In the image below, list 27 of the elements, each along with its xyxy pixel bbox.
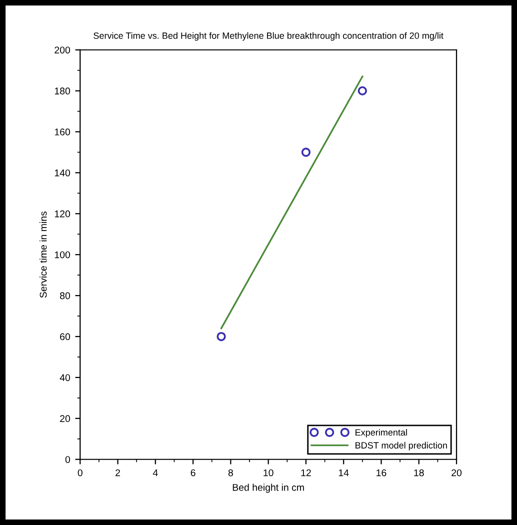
- y-tick-label: 80: [60, 292, 70, 300]
- x-tick-label: 6: [190, 469, 196, 476]
- x-tick-label: 0: [78, 469, 82, 476]
- y-tick-label: 0: [65, 456, 70, 463]
- y-axis-title: Service time in mins: [40, 211, 47, 298]
- y-tick-label: 100: [54, 251, 70, 258]
- y-tick-label: 60: [60, 333, 70, 340]
- legend-label: BDST model prediction: [356, 442, 447, 450]
- y-tick-label: 120: [54, 210, 70, 218]
- legend-label: Experimental: [356, 429, 407, 438]
- x-axis-title: Bed height in cm: [232, 484, 304, 493]
- chart-title: Service Time vs. Bed Height for Methylene Blue breakthrough concentration of 20 mg/lit: [94, 32, 444, 41]
- x-tick-label: 16: [376, 469, 386, 476]
- y-tick-label: 160: [54, 128, 70, 136]
- y-tick-label: 200: [54, 46, 70, 54]
- x-tick-label: 10: [264, 469, 274, 476]
- y-tick-label: 40: [60, 374, 70, 382]
- x-tick-label: 14: [338, 469, 349, 476]
- y-tick-label: 140: [54, 169, 70, 176]
- x-tick-label: 8: [228, 469, 233, 476]
- x-tick-label: 12: [301, 469, 311, 476]
- y-tick-label: 180: [54, 88, 70, 94]
- y-tick-label: 20: [60, 415, 70, 422]
- x-tick-label: 18: [414, 469, 424, 476]
- x-tick-label: 20: [452, 469, 462, 476]
- x-tick-label: 2: [116, 469, 120, 476]
- x-tick-label: 4: [152, 469, 158, 476]
